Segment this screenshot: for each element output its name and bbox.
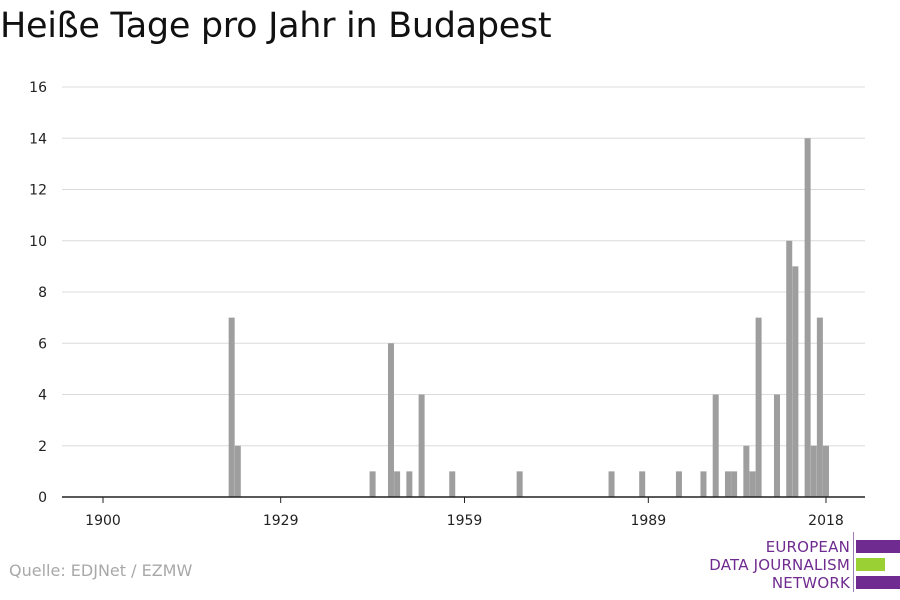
edjnet-logo: EUROPEAN DATA JOURNALISM NETWORK xyxy=(700,532,900,594)
bar-2017 xyxy=(816,317,823,497)
x-tick-label-1900: 1900 xyxy=(85,513,121,529)
y-tick-label-10: 10 xyxy=(29,234,47,250)
bar-1922 xyxy=(234,445,241,497)
y-tick-label-8: 8 xyxy=(38,285,47,301)
x-tick-label-1989: 1989 xyxy=(630,513,666,529)
bar-1957 xyxy=(449,471,456,497)
logo-bar-purple-top xyxy=(856,540,900,553)
bar-1947 xyxy=(387,343,394,497)
bar-1983 xyxy=(608,471,615,497)
bar-2007 xyxy=(755,317,762,497)
y-tick-label-14: 14 xyxy=(29,131,47,147)
axes: 0 2 4 6 8 10 12 14 16 1900 1929 1959 1989 2018 xyxy=(29,80,865,529)
bar-2000 xyxy=(712,394,719,497)
logo-line-2: DATA JOURNALISM xyxy=(709,556,850,574)
bar-1944 xyxy=(369,471,376,497)
x-tick-label-1929: 1929 xyxy=(263,513,299,529)
bar-2012 xyxy=(786,240,793,497)
y-tick-label-4: 4 xyxy=(38,388,47,404)
bar-1968 xyxy=(516,471,523,497)
bar-2006 xyxy=(749,471,756,497)
bar-1948 xyxy=(394,471,401,497)
bar-1921 xyxy=(228,317,235,497)
bar-1988 xyxy=(639,471,646,497)
bar-1952 xyxy=(418,394,425,497)
bar-1950 xyxy=(406,471,413,497)
y-tick-label-0: 0 xyxy=(38,490,47,506)
bar-2018 xyxy=(822,445,830,497)
logo-bar-purple-bottom xyxy=(856,576,900,589)
bar-2010 xyxy=(773,394,780,497)
x-tick-label-2018: 2018 xyxy=(808,513,844,529)
bar-2013 xyxy=(792,266,799,497)
source-note: Quelle: EDJNet / EZMW xyxy=(9,561,193,580)
logo-line-3: NETWORK xyxy=(771,574,850,592)
logo-line-1: EUROPEAN xyxy=(765,538,850,556)
y-tick-label-6: 6 xyxy=(38,336,47,352)
y-tick-label-12: 12 xyxy=(29,183,47,199)
bar-2015 xyxy=(804,138,811,497)
bar-2003 xyxy=(731,471,738,497)
bar-2005 xyxy=(743,445,750,497)
bar-1994 xyxy=(675,471,682,497)
logo-bar-green xyxy=(856,558,885,571)
x-tick-label-1959: 1959 xyxy=(447,513,483,529)
bars xyxy=(228,138,830,497)
y-tick-label-2: 2 xyxy=(38,439,47,455)
chart-title: Heiße Tage pro Jahr in Budapest xyxy=(0,6,552,46)
bar-2002 xyxy=(724,471,731,497)
bar-1998 xyxy=(700,471,707,497)
logo-divider xyxy=(853,532,854,592)
bar-2016 xyxy=(810,445,817,497)
grid-lines xyxy=(62,86,865,447)
y-tick-label-16: 16 xyxy=(29,80,47,96)
